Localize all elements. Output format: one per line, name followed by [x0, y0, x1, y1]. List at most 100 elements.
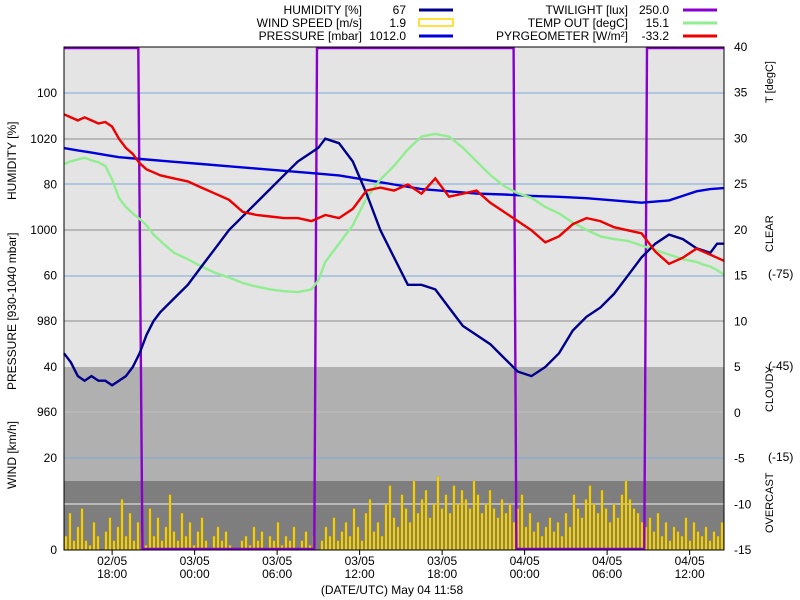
wind-bar: [336, 540, 340, 551]
wind-bar: [520, 494, 524, 551]
wind-bar: [384, 503, 388, 551]
wind-bar: [76, 526, 80, 551]
x-tick-time: 18:00: [427, 567, 457, 581]
humidity-tick: 100: [37, 86, 57, 100]
cloudy-label: CLOUDY: [764, 365, 776, 412]
wind-bar: [504, 513, 508, 551]
wind-bar: [180, 513, 184, 551]
legend-label: TWILIGHT [lux]: [546, 3, 628, 17]
wind-bar: [612, 503, 616, 551]
wind-bar: [64, 536, 68, 551]
wind-bar: [672, 526, 676, 551]
wind-bar: [396, 526, 400, 551]
wind-bar: [424, 490, 428, 551]
wind-bar: [440, 508, 444, 551]
cloudy-band: [64, 367, 724, 481]
wind-bar: [80, 508, 84, 551]
wind-bar: [96, 536, 100, 551]
wind-bar: [452, 485, 456, 551]
wind-bar: [592, 503, 596, 551]
wind-bar: [460, 490, 464, 551]
wind-bar: [720, 522, 724, 551]
wind-bar: [556, 522, 560, 551]
temperature-tick: 25: [734, 177, 748, 191]
humidity-tick: 40: [44, 360, 58, 374]
wind-bar: [164, 526, 168, 551]
wind-bar: [200, 517, 204, 551]
wind-bar: [416, 513, 420, 551]
x-tick-date: 04/05: [510, 554, 540, 568]
wind-bar: [276, 522, 280, 551]
wind-bar: [348, 536, 352, 551]
temperature-tick: 20: [734, 223, 748, 237]
wind-bar: [572, 494, 576, 551]
humidity-tick: 60: [44, 269, 58, 283]
x-tick-time: 12:00: [675, 567, 705, 581]
wind-bar: [636, 513, 640, 551]
wind-bar: [584, 499, 588, 551]
wind-bar: [332, 517, 336, 551]
wind-bar: [696, 531, 700, 551]
x-tick-time: 06:00: [592, 567, 622, 581]
wind-bar: [328, 536, 332, 551]
wind-bar: [120, 499, 124, 551]
pyrgeometer-tick-2: (-45): [768, 359, 793, 373]
wind-bar: [524, 526, 528, 551]
wind-bar: [468, 508, 472, 551]
wind-bar: [600, 490, 604, 551]
wind-tick: 0: [50, 543, 57, 557]
wind-bar: [564, 513, 568, 551]
wind-bar: [480, 513, 484, 551]
wind-bar: [432, 503, 436, 551]
wind-bar: [684, 517, 688, 551]
left-axis: 100 80 60 40 1020 1000 980 960 20 0: [30, 86, 57, 557]
wind-bar: [92, 522, 96, 551]
temperature-tick: 35: [734, 86, 748, 100]
wind-bar: [640, 522, 644, 551]
wind-bar: [148, 508, 152, 551]
legend: HUMIDITY [%] 67 WIND SPEED [m/s] 1.9 PRESSUR…: [257, 3, 717, 43]
pyrgeometer-series: [63, 113, 725, 266]
temperature-tick: 15: [734, 269, 748, 283]
wind-bar: [688, 540, 692, 551]
wind-bar: [428, 517, 432, 551]
wind-bar: [304, 531, 308, 551]
pressure-axis-title: PRESSURE [930-1040 mbar]: [5, 233, 19, 390]
pressure-tick: 960: [37, 405, 57, 419]
wind-bar: [408, 522, 412, 551]
wind-bar: [420, 499, 424, 551]
wind-bar: [680, 536, 684, 551]
wind-bar: [656, 513, 660, 551]
temperature-tick: 5: [734, 360, 741, 374]
wind-bar: [216, 526, 220, 551]
wind-bar: [376, 522, 380, 551]
wind-bar: [292, 526, 296, 551]
wind-bar: [412, 480, 416, 551]
wind-bar: [168, 494, 172, 551]
humidity-tick: 80: [44, 177, 58, 191]
temperature-tick: 10: [734, 314, 748, 328]
wind-bar: [712, 531, 716, 551]
wind-bar: [652, 531, 656, 551]
wind-bar: [548, 517, 552, 551]
wind-bar: [88, 545, 92, 551]
legend-label: PRESSURE [mbar]: [259, 29, 362, 43]
wind-bar: [624, 480, 628, 551]
pressure-tick: 980: [37, 314, 57, 328]
legend-value: -33.2: [642, 29, 670, 43]
pressure-tick: 1000: [30, 223, 57, 237]
wind-bar: [576, 508, 580, 551]
wind-bar: [156, 517, 160, 551]
pressure-tick: 1020: [30, 132, 57, 146]
x-tick-time: 12:00: [345, 567, 375, 581]
wind-bar: [344, 522, 348, 551]
footer-date: (DATE/UTC) May 04 11:58: [321, 583, 464, 597]
wind-bar: [620, 494, 624, 551]
wind-bar: [196, 531, 200, 551]
legend-value: 67: [393, 3, 407, 17]
wind-bar: [676, 531, 680, 551]
wind-bar: [648, 517, 652, 551]
legend-swatch: [418, 18, 454, 27]
x-tick-date: 02/05: [97, 554, 127, 568]
legend-value: 15.1: [646, 16, 670, 30]
